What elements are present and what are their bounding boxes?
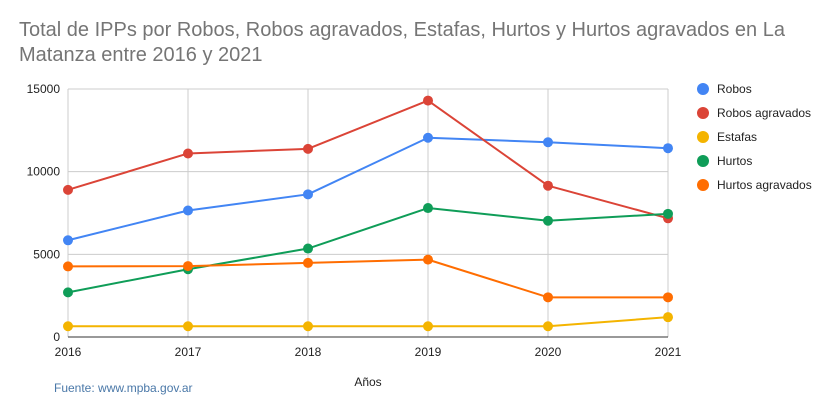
data-point-hurtos[interactable] — [663, 208, 673, 219]
series-hurtos — [63, 203, 673, 298]
source-note: Fuente: www.mpba.gov.ar — [54, 381, 193, 395]
series-line-robos — [67, 136, 669, 242]
data-point-hurtos-agravados[interactable] — [543, 292, 553, 303]
data-point-robos[interactable] — [303, 189, 313, 200]
x-tick-label: 2018 — [295, 345, 322, 359]
legend-label: Robos — [717, 82, 752, 96]
legend-label: Estafas — [717, 130, 757, 144]
series-line-hurtos-agravados — [67, 258, 668, 299]
data-point-estafas[interactable] — [63, 321, 73, 332]
data-point-estafas[interactable] — [303, 321, 313, 332]
series-estafas — [63, 312, 673, 332]
data-point-robos[interactable] — [423, 132, 433, 143]
legend-label: Robos agravados — [717, 106, 811, 120]
data-point-robos[interactable] — [183, 205, 193, 216]
legend-label: Hurtos agravados — [717, 178, 812, 192]
x-tick-label: 2016 — [55, 345, 82, 359]
data-point-estafas[interactable] — [543, 321, 553, 332]
data-point-hurtos-agravados[interactable] — [663, 292, 673, 303]
data-point-estafas[interactable] — [183, 321, 193, 332]
legend: Robos Robos agravados Estafas Hurtos Hurtos … — [697, 82, 812, 192]
y-tick-label: 15000 — [27, 82, 61, 96]
data-point-robos-agravados[interactable] — [63, 184, 73, 195]
data-point-estafas[interactable] — [663, 312, 673, 323]
series-layer — [63, 95, 673, 332]
data-point-estafas[interactable] — [423, 321, 433, 332]
series-line-estafas — [68, 316, 669, 328]
x-tick-label: 2021 — [655, 345, 682, 359]
x-tick-label: 2020 — [535, 345, 562, 359]
legend-item-hurtos-agravados[interactable]: Hurtos agravados — [697, 178, 812, 192]
y-tick-label: 10000 — [27, 165, 61, 179]
legend-marker — [697, 179, 709, 191]
data-point-hurtos-agravados[interactable] — [303, 257, 313, 268]
legend-marker — [697, 107, 709, 119]
series-robos-agravados — [63, 95, 673, 224]
chart-title: Total de IPPs por Robos, Robos agravados… — [19, 19, 785, 66]
legend-marker — [697, 83, 709, 95]
legend-marker — [697, 155, 709, 167]
data-point-robos-agravados[interactable] — [543, 180, 553, 191]
x-tick-label: 2017 — [175, 345, 202, 359]
data-point-hurtos[interactable] — [423, 203, 433, 214]
data-point-hurtos-agravados[interactable] — [63, 261, 73, 272]
y-tick-label: 5000 — [33, 247, 60, 261]
y-tick-label: 0 — [53, 330, 60, 344]
axes: 0 5000 10000 15000 2016 2017 2018 2019 2020 2021 — [27, 82, 682, 359]
data-point-robos-agravados[interactable] — [303, 143, 313, 154]
x-tick-label: 2019 — [415, 345, 442, 359]
data-point-robos[interactable] — [63, 235, 73, 246]
series-robos — [63, 132, 673, 246]
legend-marker — [697, 131, 709, 143]
legend-item-hurtos[interactable]: Hurtos — [697, 154, 752, 168]
x-axis-title: Años — [354, 375, 381, 389]
legend-item-estafas[interactable]: Estafas — [697, 130, 757, 144]
data-point-hurtos[interactable] — [543, 215, 553, 226]
series-line-robos-agravados — [67, 99, 669, 220]
data-point-robos[interactable] — [663, 143, 673, 154]
data-point-hurtos-agravados[interactable] — [423, 254, 433, 265]
data-point-hurtos-agravados[interactable] — [183, 261, 193, 272]
legend-item-robos-agravados[interactable]: Robos agravados — [697, 106, 811, 120]
data-point-robos-agravados[interactable] — [423, 95, 433, 106]
data-point-hurtos[interactable] — [303, 243, 313, 254]
legend-label: Hurtos — [717, 154, 752, 168]
data-point-hurtos[interactable] — [63, 287, 73, 298]
data-point-robos-agravados[interactable] — [183, 148, 193, 159]
series-hurtos-agravados — [63, 254, 673, 303]
legend-item-robos[interactable]: Robos — [697, 82, 752, 96]
series-line-hurtos — [67, 207, 669, 294]
data-point-robos[interactable] — [543, 137, 553, 148]
grid — [67, 88, 669, 337]
